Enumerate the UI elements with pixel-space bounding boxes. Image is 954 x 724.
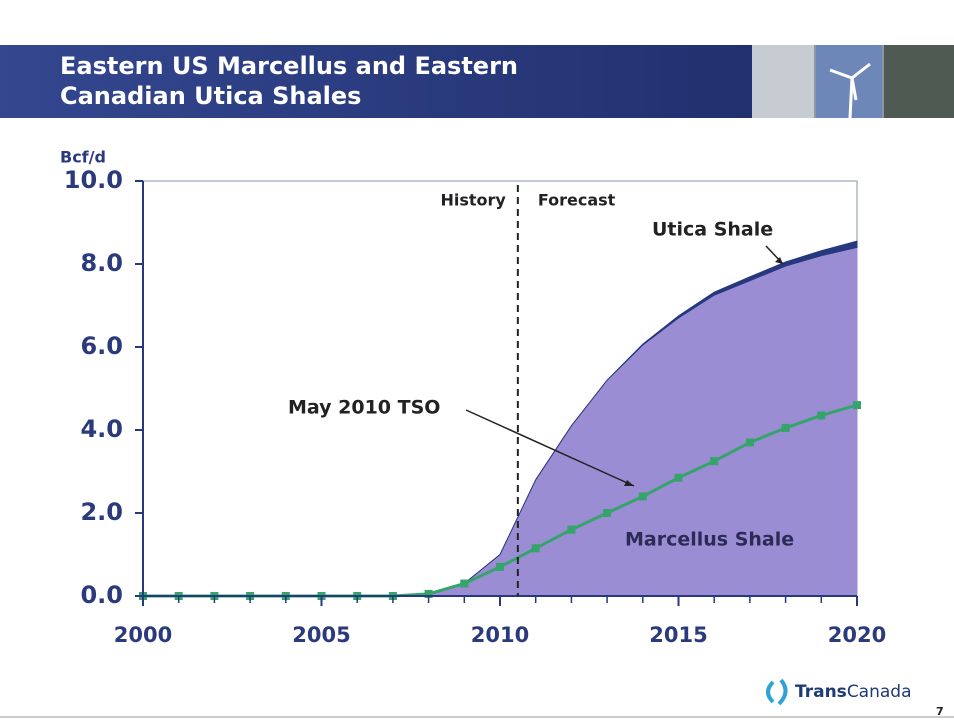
y-tick-label: 0.0 bbox=[80, 581, 123, 609]
forecast-label: Forecast bbox=[538, 191, 616, 210]
arrow-head bbox=[624, 480, 634, 486]
x-tick-label: 2015 bbox=[649, 623, 707, 647]
title: Eastern US Marcellus and Eastern bbox=[60, 52, 518, 80]
arrow-head bbox=[775, 257, 783, 264]
x-tick-label: 2005 bbox=[292, 623, 350, 647]
point bbox=[817, 411, 826, 420]
arrow bbox=[465, 409, 635, 487]
y-tick-label: 8.0 bbox=[80, 249, 123, 277]
y-tick-label: 6.0 bbox=[80, 332, 123, 360]
x-tick-label: 2000 bbox=[114, 623, 172, 647]
plot: 0.0 2.0 4.0 6.0 8.0 10.0 2000 2005 2010 2015 2020 H… bbox=[64, 166, 886, 647]
point bbox=[781, 423, 790, 432]
y-tick-label: 4.0 bbox=[80, 415, 123, 443]
page-number: 7 bbox=[936, 705, 944, 718]
point bbox=[853, 401, 861, 410]
logo-mark bbox=[766, 678, 788, 706]
point bbox=[567, 525, 576, 534]
y-tick-label: 2.0 bbox=[80, 498, 123, 526]
point bbox=[531, 544, 540, 553]
point bbox=[603, 509, 612, 517]
point bbox=[638, 492, 647, 501]
y-axis-label: Bcf/d bbox=[60, 148, 106, 167]
series-label: May 2010 TSO bbox=[288, 397, 440, 419]
point bbox=[710, 457, 719, 466]
logo-rest: Canada bbox=[847, 682, 912, 702]
x-tick-label: 2010 bbox=[471, 623, 529, 647]
turbine-icon bbox=[829, 62, 871, 119]
x-tick-label: 2020 bbox=[828, 623, 886, 647]
history-label: History bbox=[440, 191, 506, 210]
header-photo bbox=[884, 45, 954, 118]
point bbox=[745, 438, 754, 447]
header-photo bbox=[752, 45, 814, 118]
y-tick-label: 10.0 bbox=[64, 166, 123, 194]
header-photo bbox=[816, 45, 882, 118]
logo-bold: Trans bbox=[795, 682, 847, 702]
series-label: Utica Shale bbox=[652, 219, 773, 241]
point bbox=[674, 473, 683, 482]
point bbox=[424, 589, 433, 598]
series-label: Marcellus Shale bbox=[625, 529, 794, 551]
title: Canadian Utica Shales bbox=[60, 82, 361, 110]
point bbox=[496, 562, 504, 571]
logo-text: TransCanada bbox=[795, 682, 912, 702]
logo: TransCanada 7 bbox=[766, 678, 944, 718]
point bbox=[460, 579, 469, 588]
